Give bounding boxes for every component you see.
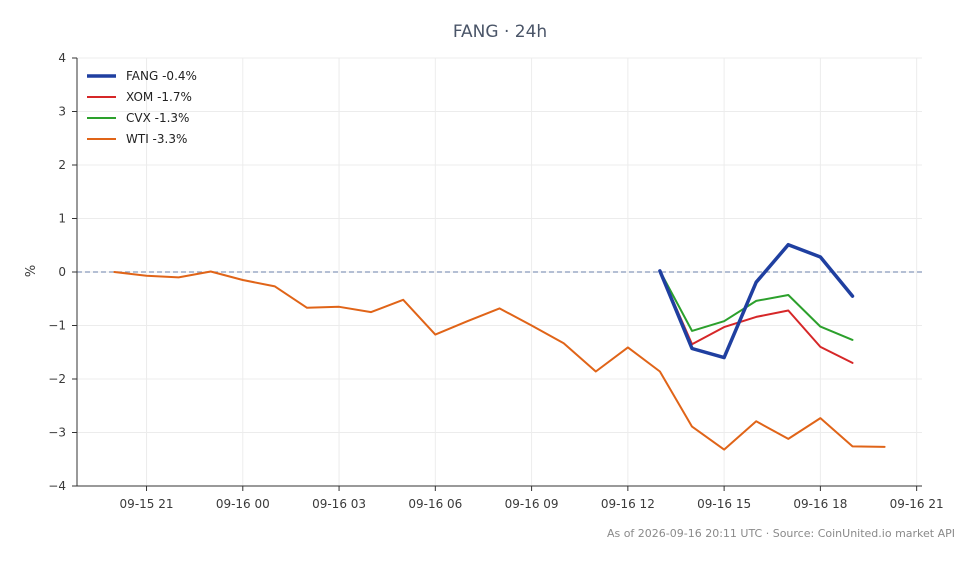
x-tick-label: 09-16 09: [505, 497, 559, 511]
x-tick-label: 09-16 18: [793, 497, 847, 511]
x-tick-label: 09-16 21: [890, 497, 944, 511]
y-axis-label: %: [24, 265, 39, 277]
x-tick-label: 09-16 06: [408, 497, 462, 511]
source-footer: As of 2026-09-16 20:11 UTC · Source: Coi…: [607, 527, 955, 540]
y-tick-label: 3: [58, 105, 66, 119]
x-tick-label: 09-16 12: [601, 497, 655, 511]
series-line-cvx: [658, 269, 854, 341]
series-lines: [113, 242, 886, 451]
grid: [77, 57, 922, 487]
x-tick-label: 09-16 15: [697, 497, 751, 511]
y-tick-label: 4: [58, 51, 66, 65]
series-line-fang: [658, 242, 855, 360]
x-tick-label: 09-15 21: [120, 497, 174, 511]
y-tick-label: 0: [58, 265, 66, 279]
y-tick-label: −4: [48, 479, 66, 493]
y-tick-label: 2: [58, 158, 66, 172]
y-tick-label: −3: [48, 426, 66, 440]
y-tick-label: −2: [48, 372, 66, 386]
legend-label-fang: FANG -0.4%: [126, 69, 197, 83]
legend-label-wti: WTI -3.3%: [126, 132, 187, 146]
y-tick-label: −1: [48, 319, 66, 333]
y-axis-ticks: −4 −3 −2 −1 0 1 2 3 4: [48, 51, 77, 493]
chart-title: FANG · 24h: [453, 22, 547, 42]
legend: FANG -0.4% XOM -1.7% CVX -1.3% WTI -3.3%: [87, 69, 197, 146]
legend-label-cvx: CVX -1.3%: [126, 111, 189, 125]
x-tick-label: 09-16 03: [312, 497, 366, 511]
series-line-wti: [113, 270, 886, 451]
x-tick-label: 09-16 00: [216, 497, 270, 511]
y-tick-label: 1: [58, 212, 66, 226]
legend-label-xom: XOM -1.7%: [126, 90, 192, 104]
x-axis-ticks: 09-15 21 09-16 00 09-16 03 09-16 06 09-16 09…: [120, 486, 944, 511]
